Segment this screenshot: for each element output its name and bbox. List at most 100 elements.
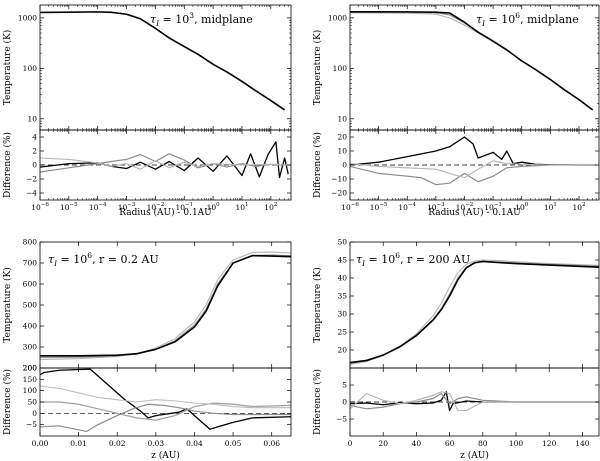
y-tick-label: 2: [32, 147, 37, 156]
x-tick-exp: 2: [274, 202, 278, 208]
title-sub: I: [53, 259, 58, 268]
x-tick-base: 10: [60, 203, 70, 212]
x-tick-exp: −2: [465, 202, 473, 208]
series-line-code-c: [40, 157, 289, 170]
series-line-code-c: [350, 259, 599, 365]
x-tick-exp: −5: [379, 202, 388, 208]
series-line-code-d: [40, 385, 291, 409]
title-rest: , midplane: [520, 13, 579, 26]
series-line-code-c: [350, 160, 597, 179]
x-tick-exp: 0: [216, 202, 220, 208]
x-tick-label: 0: [348, 439, 353, 448]
panel-title: τI = 106, r = 200 AU: [356, 251, 470, 268]
x-tick-exp: −2: [156, 202, 164, 208]
series-group: [350, 136, 599, 186]
series-line-code-c: [40, 251, 291, 361]
x-tick-label: 60: [445, 439, 455, 448]
x-tick-exp: −5: [70, 202, 79, 208]
series-line-reference: [40, 254, 291, 357]
y-tick-label: 0: [32, 161, 37, 170]
panel-title: τI = 106, midplane: [476, 11, 579, 28]
bottom-subplot: −5 0 50 100 150 200 0.00 0.01 0.02 0.03 0.04 0.05 0.…: [2, 364, 292, 461]
title-tau: τ: [476, 13, 483, 26]
x-tick-exp: −1: [494, 202, 502, 208]
series-line-code-c: [40, 401, 291, 421]
y-tick-label: 0: [342, 398, 347, 407]
y-tick-label: 700: [23, 259, 38, 268]
series-line-code-b: [350, 164, 597, 186]
y-axis-label: Difference (%): [312, 132, 323, 198]
x-tick-base: 10: [341, 203, 351, 212]
y-tick-label: −5: [336, 415, 347, 424]
y-axis-label: Temperature (K): [2, 30, 13, 106]
x-axis-label: z (AU): [460, 450, 489, 461]
x-tick-label: 140: [575, 439, 590, 448]
title-exp: 6: [515, 11, 520, 20]
series-group: [40, 251, 291, 361]
x-tick-exp: 1: [553, 202, 557, 208]
title-rest: , r = 200 AU: [400, 253, 470, 266]
series-line-code-a: [40, 141, 289, 179]
x-tick-base: 10: [456, 203, 466, 212]
panel-title: τI = 106, r = 0.2 AU: [48, 251, 159, 268]
x-tick-label: 10−6: [341, 202, 359, 212]
y-tick-label: 35: [337, 292, 347, 301]
x-tick-label: 0.06: [263, 439, 280, 448]
title-rest: , r = 0.2 AU: [92, 253, 159, 266]
y-tick-label: 200: [23, 364, 38, 373]
y-tick-label: 600: [23, 280, 38, 289]
x-tick-base: 10: [515, 203, 525, 212]
title-sub: I: [361, 259, 366, 268]
x-tick-exp: −3: [437, 202, 446, 208]
x-tick-label: 10−5: [370, 202, 388, 212]
y-axis-label: Difference (%): [2, 132, 13, 198]
y-tick-label: 25: [337, 328, 347, 337]
series-line-code-a: [350, 136, 597, 166]
x-tick-label: 120: [542, 439, 557, 448]
y-tick-label: 1000: [18, 13, 37, 22]
series-line-code-a: [40, 368, 291, 430]
y-tick-label: −20: [331, 189, 347, 198]
x-tick-exp: −6: [41, 202, 50, 208]
series-line-code-b: [40, 403, 291, 433]
y-tick-label: 50: [337, 238, 347, 247]
title-sub: I: [155, 19, 160, 28]
series-line-code-b: [350, 260, 599, 364]
x-tick-base: 10: [264, 203, 274, 212]
y-tick-label: 500: [23, 301, 38, 310]
title-tau: τ: [150, 13, 157, 26]
x-tick-label: 0.02: [109, 439, 126, 448]
title-exp: 6: [87, 251, 92, 260]
x-tick-base: 10: [235, 203, 245, 212]
title-eq: = 10: [365, 253, 395, 266]
x-tick-label: 20: [378, 439, 388, 448]
series-group: [350, 259, 599, 365]
y-tick-label: 800: [23, 238, 38, 247]
x-tick-base: 10: [118, 203, 128, 212]
x-tick-label: 80: [478, 439, 488, 448]
title-eq: = 10: [159, 13, 189, 26]
x-tick-label: 10−1: [484, 202, 502, 212]
x-tick-label: 10−2: [147, 202, 165, 212]
x-tick-label: 0.04: [186, 439, 203, 448]
x-axis-label: z (AU): [151, 450, 180, 461]
x-tick-exp: 1: [245, 202, 249, 208]
y-tick-label: 4: [32, 133, 37, 142]
y-tick-label: 40: [337, 274, 347, 283]
top-subplot: 200 300 400 500 600 700 800 Temperature (K): [2, 238, 292, 373]
x-tick-label: 102: [572, 202, 585, 212]
title-exp: 6: [395, 251, 400, 260]
x-tick-base: 10: [572, 203, 582, 212]
y-tick-label: −5: [26, 420, 37, 429]
x-tick-base: 10: [89, 203, 99, 212]
x-tick-base: 10: [427, 203, 437, 212]
y-tick-label: 1000: [328, 13, 347, 22]
y-tick-label: 50: [27, 398, 37, 407]
panel-title: τI = 103, midplane: [150, 11, 253, 28]
title-exp: 3: [189, 11, 194, 20]
x-tick-label: 10−4: [398, 202, 416, 212]
y-tick-label: 0: [32, 409, 37, 418]
